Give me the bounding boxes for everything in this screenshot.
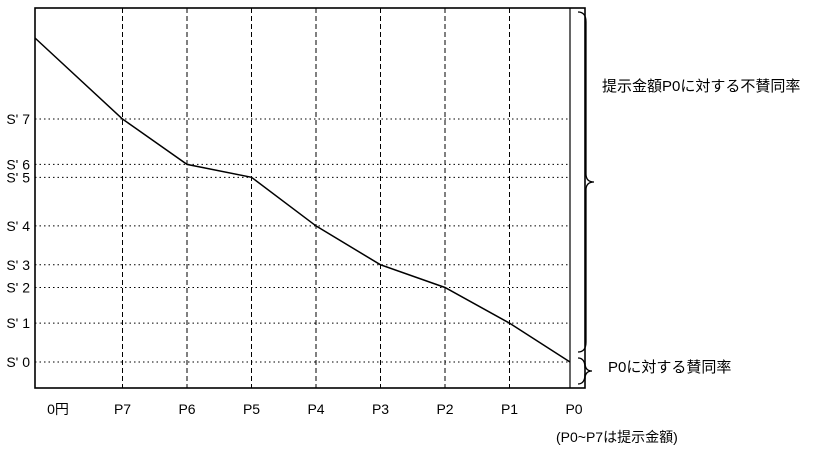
x-tick-label: P7 — [114, 401, 131, 417]
y-tick-label: S' 2 — [6, 279, 30, 295]
x-tick-label: P4 — [307, 401, 324, 417]
y-tick-label: S' 4 — [6, 218, 30, 234]
y-tick-label: S' 7 — [6, 111, 30, 127]
agree-rate-label: P0に対する賛同率 — [608, 359, 731, 376]
series-layer — [34, 37, 571, 363]
y-tick-label: S' 0 — [6, 354, 30, 370]
chart-frame — [34, 7, 586, 389]
disagree-rate-label: 提示金額P0に対する不賛同率 — [602, 78, 800, 95]
y-tick-labels: S' 0 S' 1 S' 2 S' 3 S' 4 S' 5S' 6 S' 7 — [6, 111, 30, 370]
y-tick-label: S' 1 — [6, 315, 30, 331]
x-tick-label: P2 — [436, 401, 453, 417]
disagree-brace — [577, 11, 595, 353]
y-tick-label: S' 5 — [6, 169, 30, 185]
x-tick-labels: 0円 P7 P6 P5 P4 P3 P2 P1 P0 — [47, 401, 583, 417]
plot-frame — [34, 7, 586, 389]
agree-brace — [577, 357, 593, 385]
y-tick-label: S' 6 — [6, 156, 30, 172]
x-tick-label: P5 — [243, 401, 260, 417]
x-tick-label: P3 — [372, 401, 389, 417]
y-tick-label: S' 3 — [6, 257, 30, 273]
series-line — [34, 37, 571, 363]
x-tick-label: 0円 — [47, 401, 69, 417]
x-tick-label: P1 — [501, 401, 518, 417]
footnote: (P0~P7は提示金額) — [556, 429, 678, 445]
x-tick-label: P0 — [565, 401, 582, 417]
x-tick-label: P6 — [178, 401, 195, 417]
grid-lines — [35, 8, 570, 388]
brace-layer — [577, 11, 595, 385]
